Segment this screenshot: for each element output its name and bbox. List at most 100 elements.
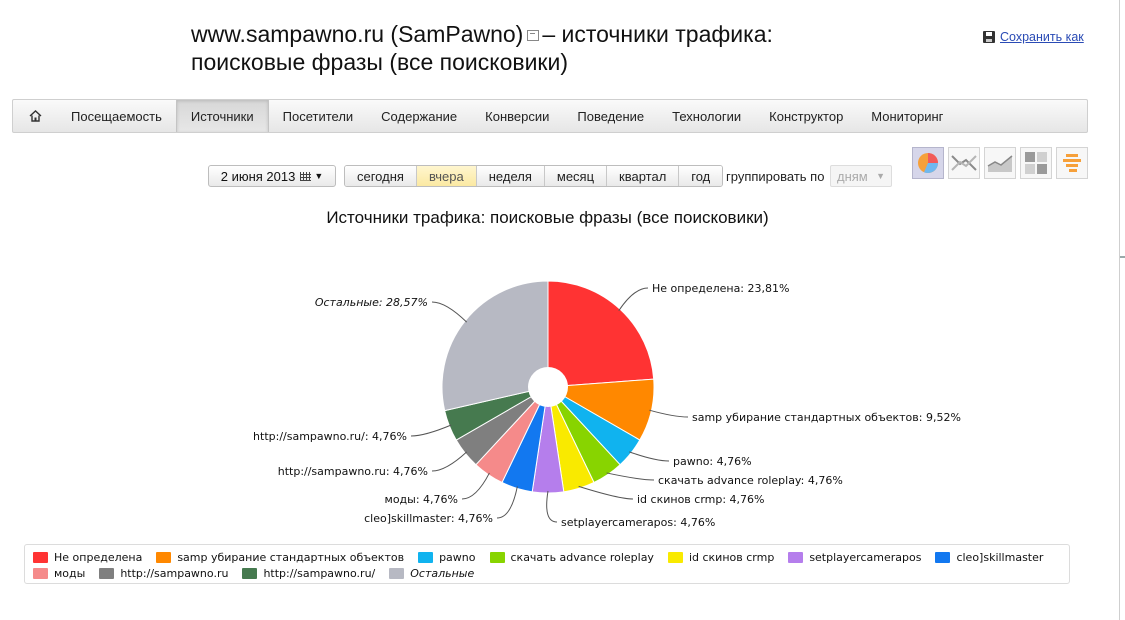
pie-leader-line (578, 485, 634, 500)
legend-item[interactable]: моды (33, 565, 85, 581)
title-suffix: – источники трафика: (542, 21, 773, 47)
save-as-link[interactable]: Сохранить как (983, 30, 1084, 44)
view-table-button[interactable] (1020, 147, 1052, 179)
nav-item-monitoring[interactable]: Мониторинг (871, 108, 944, 124)
period-today[interactable]: сегодня (345, 166, 417, 186)
pie-leader-line (410, 424, 452, 437)
legend-item[interactable]: http://sampawno.ru (99, 565, 228, 581)
legend-swatch (389, 567, 405, 579)
legend-label: моды (54, 566, 86, 580)
external-link-icon[interactable] (527, 30, 540, 41)
pie-center-hole (528, 367, 568, 407)
legend-item[interactable]: pawno (418, 549, 476, 565)
date-picker-button[interactable]: 2 июня 2013 ▼ (208, 165, 336, 187)
area-chart-icon (987, 155, 1013, 172)
view-pie-button[interactable] (912, 147, 944, 179)
chevron-down-icon: ▼ (876, 171, 885, 181)
legend-label: samp убирание стандартных объектов (177, 550, 405, 564)
home-icon (29, 110, 41, 122)
date-label: 2 июня 2013 (220, 168, 296, 184)
legend-label: pawno (439, 550, 476, 564)
legend-swatch (418, 551, 434, 563)
pie-data-label: моды: 4,76% (385, 493, 458, 506)
legend-item[interactable]: http://sampawno.ru/ (242, 565, 375, 581)
nav-home[interactable] (13, 100, 57, 132)
pie-data-label: http://sampawno.ru: 4,76% (278, 465, 428, 478)
period-yesterday[interactable]: вчера (416, 166, 477, 186)
pie-data-label: setplayercamerapos: 4,76% (561, 516, 715, 529)
legend-item[interactable]: samp убирание стандартных объектов (156, 549, 404, 565)
period-month[interactable]: месяц (544, 166, 608, 186)
chart-title: Источники трафика: поисковые фразы (все … (326, 208, 769, 227)
nav-item-visits[interactable]: Посещаемость (71, 108, 162, 124)
legend-swatch (99, 567, 115, 579)
nav-item-constructor[interactable]: Конструктор (769, 108, 844, 124)
legend-swatch (156, 551, 172, 563)
pie-leader-line (649, 409, 689, 418)
nav-item-conversions[interactable]: Конверсии (485, 108, 550, 124)
period-week[interactable]: неделя (476, 166, 545, 186)
table-icon (1025, 152, 1047, 174)
pie-data-label: http://sampawno.ru/: 4,76% (253, 430, 407, 443)
legend-item[interactable]: Не определена (33, 549, 142, 565)
group-by-select[interactable]: дням ▼ (830, 165, 892, 187)
bar-list-icon (1063, 154, 1081, 172)
pie-leader-line (618, 287, 649, 312)
pie-slice[interactable] (547, 280, 655, 388)
calendar-icon (300, 171, 312, 181)
legend-item[interactable]: Остальные (389, 565, 474, 581)
pie-data-label: Не определена: 23,81% (652, 282, 789, 295)
nav-item-sources[interactable]: Источники (175, 100, 269, 132)
pie-data-label: скачать advance roleplay: 4,76% (658, 474, 843, 487)
legend-swatch (667, 551, 683, 563)
nav-item-content[interactable]: Содержание (381, 108, 458, 124)
legend-label: Не определена (54, 550, 143, 564)
legend-swatch (33, 567, 48, 579)
view-area-button[interactable] (984, 147, 1016, 179)
period-year[interactable]: год (679, 166, 723, 186)
legend-swatch (489, 551, 505, 563)
legend-label: setplayercamerapos (809, 550, 922, 564)
pie-data-label: samp убирание стандартных объектов: 9,52… (692, 411, 961, 424)
nav-item-behavior[interactable]: Поведение (577, 108, 645, 124)
chart-legend: Не определена samp убирание стандартных о… (24, 544, 1070, 584)
pie-leader-line (461, 472, 490, 500)
legend-item[interactable]: id скинов crmp (667, 549, 775, 565)
nav-item-visitors[interactable]: Посетители (282, 108, 354, 124)
pie-leader-line (606, 472, 655, 481)
title-subtitle: поисковые фразы (все поисковики) (191, 49, 568, 75)
legend-item[interactable]: скачать advance roleplay (489, 549, 654, 565)
legend-swatch (788, 551, 804, 563)
pie-data-label: pawno: 4,76% (673, 455, 752, 468)
legend-label: Остальные (410, 566, 475, 580)
legend-item[interactable]: setplayercamerapos (788, 549, 921, 565)
legend-swatch (935, 551, 951, 563)
legend-label: cleo]skillmaster (956, 550, 1044, 564)
pie-data-label: cleo]skillmaster: 4,76% (364, 512, 493, 525)
legend-swatch (242, 567, 258, 579)
pie-leader-line (431, 451, 468, 472)
title-site: www.sampawno.ru (SamPawno) (191, 21, 524, 47)
pie-chart-icon (918, 153, 939, 174)
pie-leader-line (546, 490, 558, 523)
floppy-disk-icon (983, 31, 995, 43)
legend-label: id скинов crmp (688, 550, 775, 564)
chart-type-switcher (912, 147, 1088, 179)
period-quarter[interactable]: квартал (607, 166, 680, 186)
save-as-label: Сохранить как (1000, 30, 1084, 44)
legend-item[interactable]: cleo]skillmaster (935, 549, 1043, 565)
pie-leader-line (496, 486, 518, 519)
line-chart-icon (951, 155, 977, 171)
window-edge-tick (1120, 256, 1125, 258)
view-line-button[interactable] (948, 147, 980, 179)
chevron-down-icon: ▼ (314, 171, 324, 181)
legend-swatch (33, 551, 48, 563)
group-by-label: группировать по (726, 169, 825, 184)
view-bars-button[interactable] (1056, 147, 1088, 179)
legend-label: http://sampawno.ru (120, 566, 229, 580)
legend-label: скачать advance roleplay (510, 550, 654, 564)
pie-data-label: Остальные: 28,57% (315, 296, 428, 309)
period-selector: сегодня вчера неделя месяц квартал год (344, 165, 724, 187)
nav-item-technologies[interactable]: Технологии (672, 108, 742, 124)
